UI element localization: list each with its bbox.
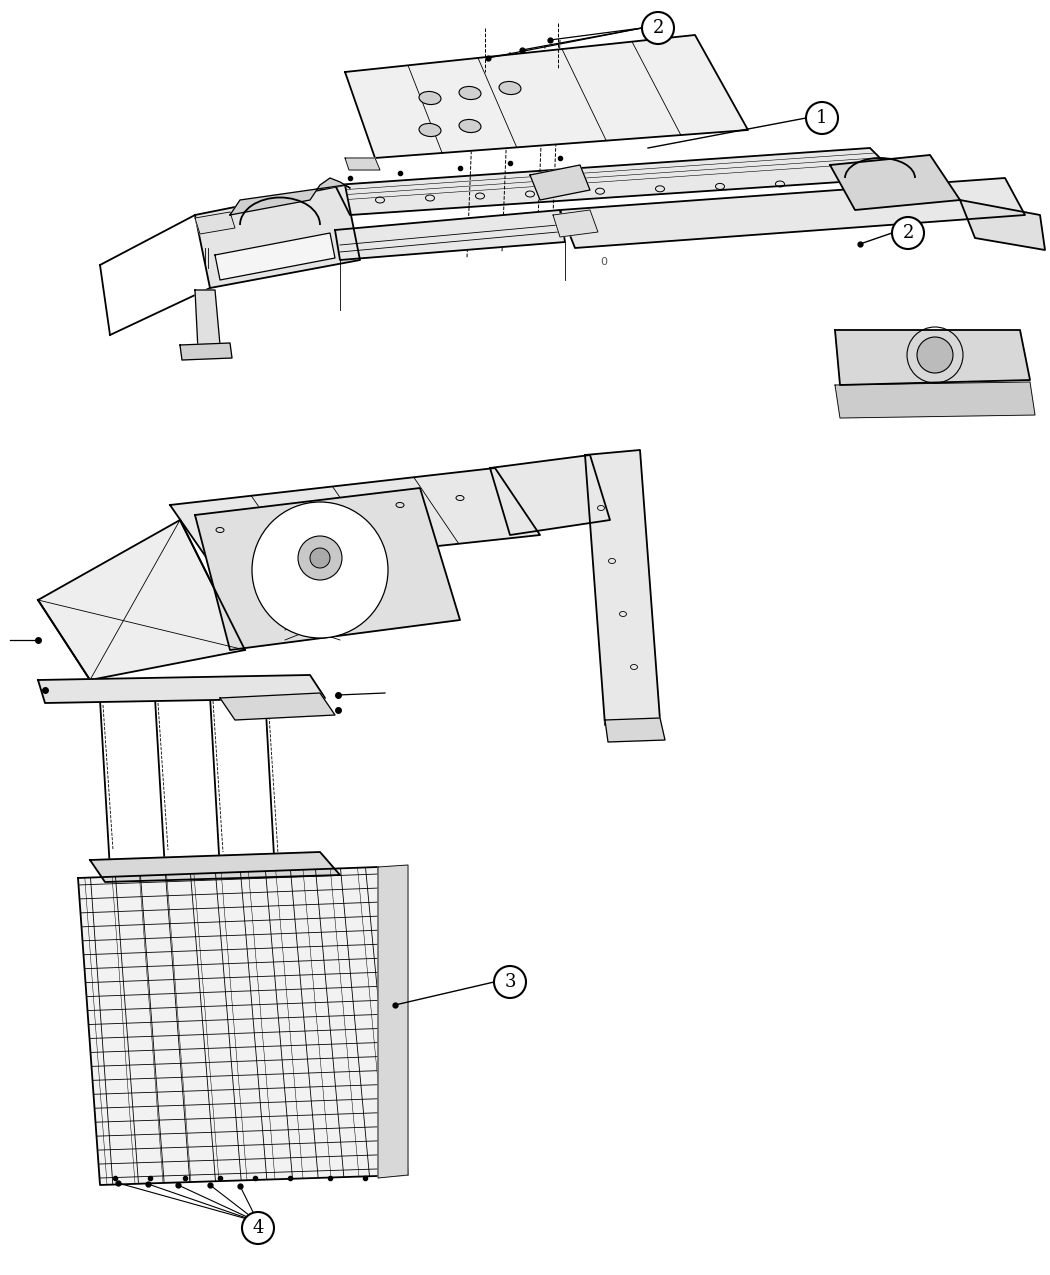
Ellipse shape [459,87,481,99]
Circle shape [494,966,526,998]
Polygon shape [553,210,598,237]
Ellipse shape [419,124,441,136]
Circle shape [892,217,924,249]
Polygon shape [230,179,350,215]
Polygon shape [560,179,1025,249]
Ellipse shape [499,82,521,94]
Polygon shape [835,382,1035,418]
Polygon shape [835,330,1030,385]
Polygon shape [90,852,340,882]
Ellipse shape [419,92,441,105]
Polygon shape [530,164,590,200]
Text: 4: 4 [252,1219,264,1237]
Polygon shape [830,156,960,210]
Circle shape [295,507,315,528]
Circle shape [310,548,330,567]
Polygon shape [195,212,235,235]
Polygon shape [195,289,220,351]
Polygon shape [345,158,380,170]
Text: 2: 2 [652,19,664,37]
Polygon shape [960,200,1045,250]
Polygon shape [378,864,408,1178]
Polygon shape [195,488,460,650]
Circle shape [242,1213,274,1244]
Text: 0: 0 [600,258,607,266]
Polygon shape [38,520,245,680]
Text: 2: 2 [902,224,913,242]
Circle shape [642,11,674,45]
Polygon shape [490,455,610,536]
Circle shape [285,536,355,606]
Polygon shape [180,343,232,360]
Polygon shape [335,148,900,215]
Text: 1: 1 [816,108,827,128]
Polygon shape [170,468,540,570]
Polygon shape [345,34,748,158]
Circle shape [268,518,372,622]
Polygon shape [215,233,335,280]
Polygon shape [585,450,660,725]
Polygon shape [195,185,360,288]
Circle shape [298,536,342,580]
Polygon shape [335,210,565,260]
Circle shape [252,502,388,638]
Polygon shape [605,718,665,742]
Ellipse shape [459,120,481,133]
Polygon shape [220,694,335,720]
Circle shape [917,337,953,374]
Circle shape [806,102,838,134]
Text: 3: 3 [504,973,516,991]
Polygon shape [78,867,408,1184]
Polygon shape [38,674,326,703]
